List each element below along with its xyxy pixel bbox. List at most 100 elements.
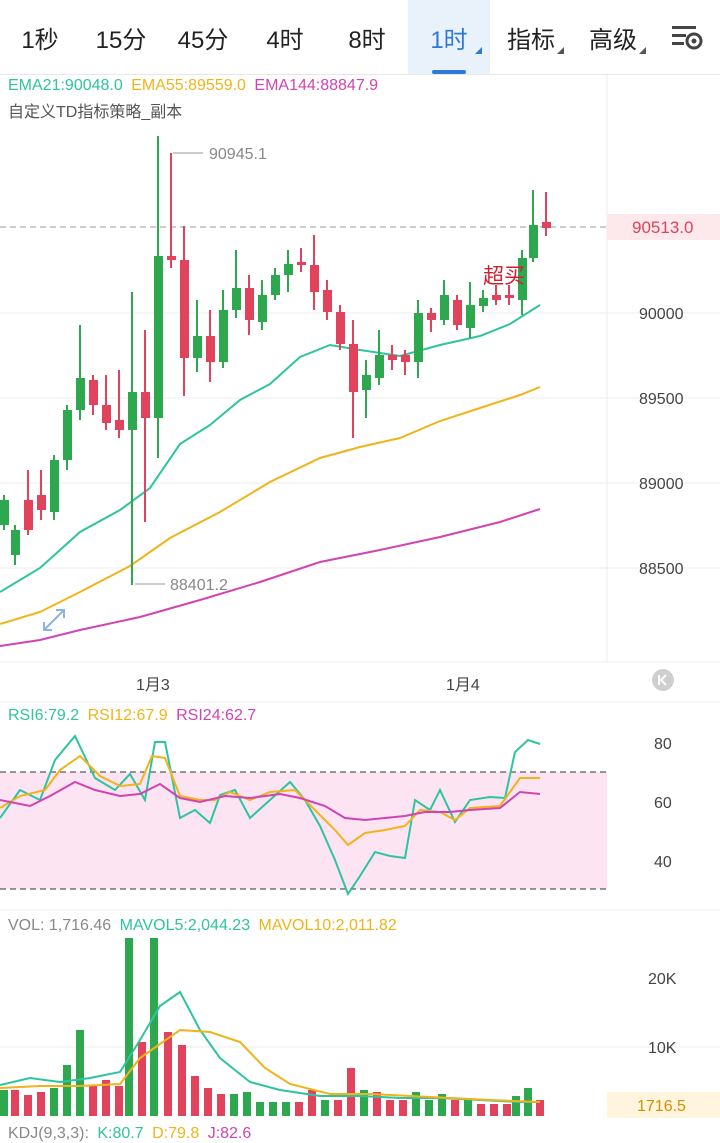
rsi-band: [0, 772, 607, 889]
volume-bars: [0, 938, 544, 1116]
volume-bar: [164, 1032, 172, 1116]
scroll-to-latest-icon[interactable]: [652, 669, 674, 691]
volume-bar: [438, 1094, 446, 1116]
date-label: 1月4: [446, 677, 480, 694]
candle-body: [427, 313, 436, 320]
volume-bar: [24, 1095, 32, 1116]
price-tick: 89000: [639, 476, 684, 493]
candle-body: [219, 310, 228, 362]
candle-body: [271, 275, 280, 295]
candle-body: [193, 336, 202, 358]
chart-settings-icon: [672, 26, 703, 50]
chart-settings-button[interactable]: [654, 0, 720, 74]
low-marker: 88401.2: [170, 577, 228, 594]
candle-body: [518, 258, 527, 300]
candle-body: [89, 380, 98, 405]
candle-body: [453, 300, 462, 325]
dropdown-triangle-icon: [639, 47, 646, 54]
candle-body: [128, 392, 137, 430]
volume-bar: [243, 1092, 251, 1116]
volume-bar: [503, 1104, 511, 1116]
kdj-k: K:80.7: [97, 1125, 144, 1142]
volume-bar: [512, 1096, 520, 1116]
volume-bar: [451, 1100, 459, 1116]
price-tick: 89500: [639, 391, 684, 408]
tab-8h[interactable]: 8时: [326, 0, 408, 74]
ema55-value: EMA55:89559.0: [131, 77, 246, 94]
candle-body: [37, 495, 46, 510]
rsi24-line: [0, 780, 541, 822]
ema21-value: EMA21:90048.0: [8, 77, 123, 94]
volume-bar: [360, 1090, 368, 1116]
tab-advanced[interactable]: 高级: [572, 0, 654, 74]
volume-bar: [490, 1104, 498, 1116]
candle-body: [232, 288, 241, 310]
volume-bar: [191, 1076, 199, 1116]
candle-body: [414, 313, 423, 362]
candle-body: [141, 392, 150, 418]
candle-body: [542, 222, 551, 228]
vol-tick: 10K: [648, 1040, 677, 1057]
volume-bar: [11, 1090, 19, 1116]
vol-value: VOL: 1,716.46: [8, 917, 112, 934]
kdj-legend: KDJ(9,3,3): K:80.7 D:79.8 J:82.6: [8, 1125, 255, 1143]
volume-bar: [464, 1098, 472, 1116]
candle-body: [362, 375, 371, 390]
volume-bar: [399, 1100, 407, 1116]
tab-label: 1时: [430, 26, 468, 54]
tab-4h[interactable]: 4时: [244, 0, 326, 74]
candle-body: [102, 405, 111, 423]
ema-legend: EMA21:90048.0 EMA55:89559.0 EMA144:88847…: [8, 77, 382, 95]
volume-bar: [230, 1094, 238, 1116]
volume-bar: [0, 1090, 8, 1116]
candle-body: [24, 500, 33, 530]
candle-body: [50, 460, 59, 512]
ema55-line: [0, 386, 541, 625]
rsi6-value: RSI6:79.2: [8, 707, 80, 724]
candle-body: [323, 290, 332, 312]
high-marker: 90945.1: [209, 146, 267, 163]
tab-15m[interactable]: 15分: [80, 0, 162, 74]
tab-45m[interactable]: 45分: [162, 0, 244, 74]
volume-bar: [347, 1068, 355, 1116]
candle-body: [349, 344, 358, 392]
candle-body: [401, 355, 410, 362]
volume-bar: [115, 1086, 123, 1116]
volume-bar: [178, 1045, 186, 1116]
tab-indicators[interactable]: 指标: [490, 0, 572, 74]
vol-current: 1716.5: [637, 1098, 686, 1115]
ema21-line: [0, 304, 541, 593]
rsi-tick: 60: [654, 795, 672, 812]
overbought-signal: 超买: [483, 265, 525, 288]
tab-1h[interactable]: 1时: [408, 0, 490, 74]
rsi24-value: RSI24:62.7: [176, 707, 257, 724]
timeframe-tabs: 1秒 15分 45分 4时 8时 1时 指标 高级: [0, 0, 720, 75]
rsi-tick: 40: [654, 854, 672, 871]
volume-bar: [102, 1080, 110, 1116]
candle-body: [505, 295, 514, 298]
volume-bar: [50, 1088, 58, 1116]
volume-bar: [536, 1100, 544, 1116]
kdj-d: D:79.8: [152, 1125, 200, 1142]
volume-bar: [63, 1065, 71, 1116]
candle-body: [492, 295, 501, 300]
volume-bar: [373, 1092, 381, 1116]
candle-body: [180, 260, 189, 358]
tab-label: 1秒: [21, 26, 59, 54]
candle-body: [375, 355, 384, 378]
candle-body: [388, 355, 397, 360]
volume-bar: [282, 1102, 290, 1116]
candle-body: [258, 295, 267, 322]
candles: [0, 136, 551, 585]
candle-body: [440, 295, 449, 320]
tab-1s[interactable]: 1秒: [0, 0, 80, 74]
expand-arrows-icon[interactable]: [43, 609, 65, 631]
candle-body: [245, 288, 254, 320]
current-price-tag: [607, 214, 720, 240]
volume-bar: [37, 1092, 45, 1116]
candle-body: [206, 336, 215, 362]
ema144-line: [0, 508, 541, 647]
vol-tick: 20K: [648, 971, 677, 988]
candle-body: [466, 305, 475, 328]
